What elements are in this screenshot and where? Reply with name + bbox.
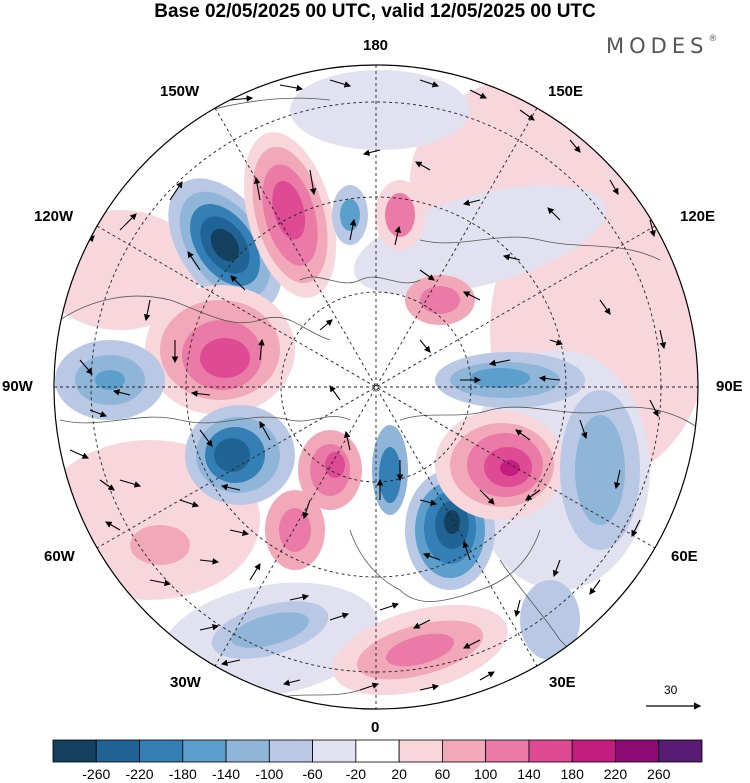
colorbar-tick-label: 20	[391, 766, 407, 782]
colorbar	[52, 739, 703, 763]
colorbar-cell	[571, 739, 616, 763]
lon-label-120e: 120E	[680, 208, 716, 225]
colorbar-cell	[52, 739, 97, 763]
colorbar-tick-label: 220	[603, 766, 628, 782]
anomaly-field	[54, 65, 698, 709]
colorbar-tick-label: -140	[212, 766, 241, 782]
lon-label-30w: 30W	[170, 674, 201, 691]
lon-label-150w: 150W	[160, 83, 200, 100]
colorbar-cell	[268, 739, 314, 763]
map-boundary	[53, 64, 699, 710]
lon-label-30e: 30E	[549, 674, 576, 691]
colorbar-cell	[182, 739, 227, 763]
lon-label-0: 0	[371, 719, 380, 736]
colorbar-tick-label: 100	[473, 766, 498, 782]
colorbar-cell	[95, 739, 140, 763]
colorbar-tick-label: 60	[434, 766, 451, 782]
colorbar-cell	[441, 739, 487, 763]
colorbar-cell	[485, 739, 530, 763]
lon-label-60e: 60E	[671, 548, 698, 565]
brand-name: MODES	[606, 34, 709, 58]
lon-label-150e: 150E	[548, 83, 584, 100]
colorbar-tick-label: -180	[168, 766, 197, 782]
colorbar-cell	[658, 739, 703, 763]
colorbar-cell	[312, 739, 357, 763]
lon-label-180: 180	[363, 37, 389, 54]
lon-label-90w: 90W	[2, 378, 33, 395]
colorbar-tick-label: -100	[255, 766, 284, 782]
colorbar-cell	[355, 739, 400, 763]
colorbar-cell	[528, 739, 573, 763]
brand-logo: MODES®	[606, 34, 717, 58]
colorbar-cell	[225, 739, 270, 763]
lon-label-90e: 90E	[716, 378, 743, 395]
lon-label-120w: 120W	[34, 208, 74, 225]
colorbar-tick-label: 260	[647, 766, 671, 782]
colorbar-cell	[139, 739, 184, 763]
wind-vectors	[69, 79, 667, 691]
page-title: Base 02/05/2025 00 UTC, valid 12/05/2025…	[154, 1, 596, 22]
colorbar-tick-label: 140	[517, 766, 541, 782]
colorbar-tick-label: -60	[302, 766, 323, 782]
graticule	[54, 65, 698, 709]
lon-label-60w: 60W	[44, 548, 75, 565]
colorbar-cell	[398, 739, 443, 763]
colorbar-tick-label: -220	[125, 766, 154, 782]
colorbar-tick-label: 180	[560, 766, 584, 782]
reference-vector-label: 30	[664, 683, 678, 697]
colorbar-cell	[615, 739, 660, 763]
brand-mark: ®	[708, 34, 718, 44]
colorbar-tick-label: -260	[82, 766, 111, 782]
colorbar-tick-label: -20	[345, 766, 366, 782]
